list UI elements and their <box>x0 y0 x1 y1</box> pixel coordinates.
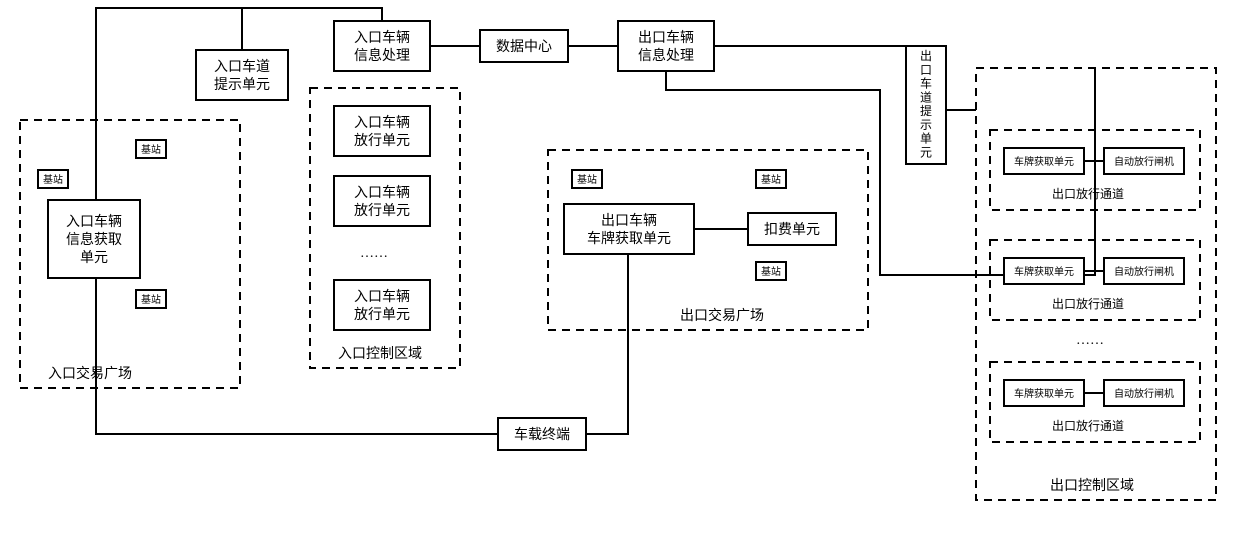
node-text-exit_lane_hint-5: 示 <box>920 118 932 132</box>
node-text-exit_lane_hint-0: 出 <box>920 49 932 63</box>
node-text-exit_ch3_b-0: 自动放行闸机 <box>1114 387 1174 400</box>
node-text-entry_release_1-0: 入口车辆 <box>354 114 410 131</box>
node-text-data_center-0: 数据中心 <box>496 39 552 55</box>
node-text-entry_release_2-1: 放行单元 <box>354 203 410 219</box>
node-text-jz4-0: 基站 <box>577 173 597 186</box>
node-text-entry_vehicle_info_acq-2: 单元 <box>80 250 108 266</box>
edge-12 <box>586 254 628 434</box>
group-label-entry_ctrl: 入口控制区域 <box>338 346 422 362</box>
dots-exit_ch_dots: …… <box>1076 333 1104 348</box>
group-label-exit_plaza: 出口交易广场 <box>680 307 764 324</box>
node-text-entry_info_proc-0: 入口车辆 <box>354 29 410 46</box>
nodes: 入口车辆信息处理数据中心出口车辆信息处理入口车道提示单元出口车道提示单元入口车辆… <box>38 21 1184 450</box>
node-text-entry_vehicle_info_acq-1: 信息获取 <box>66 231 122 248</box>
node-text-entry_release_3-0: 入口车辆 <box>354 288 410 305</box>
node-text-fee_unit-0: 扣费单元 <box>764 222 820 238</box>
node-text-jz2-0: 基站 <box>141 143 161 156</box>
node-text-entry_release_3-1: 放行单元 <box>354 307 410 323</box>
node-text-entry_info_proc-1: 信息处理 <box>354 47 410 64</box>
group-label-exit_ctrl: 出口控制区域 <box>1050 478 1134 494</box>
node-text-exit_lane_hint-4: 提 <box>920 103 932 118</box>
label-exit_ch3_label: 出口放行通道 <box>1052 418 1124 433</box>
node-text-exit_ch3_a-0: 车牌获取单元 <box>1014 387 1074 400</box>
label-exit_ch2_label: 出口放行通道 <box>1052 296 1124 311</box>
node-text-jz5-0: 基站 <box>761 173 781 186</box>
node-text-exit_lane_hint-1: 口 <box>920 63 932 77</box>
node-text-exit_ch2_b-0: 自动放行闸机 <box>1114 265 1174 278</box>
node-text-exit_plate_acq-0: 出口车辆 <box>601 212 657 229</box>
node-text-exit_ch1_a-0: 车牌获取单元 <box>1014 155 1074 168</box>
dots-entry_release_dots: …… <box>360 246 388 261</box>
node-text-obu-0: 车载终端 <box>514 426 570 443</box>
node-text-exit_info_proc-1: 信息处理 <box>638 47 694 64</box>
node-text-exit_ch1_b-0: 自动放行闸机 <box>1114 155 1174 168</box>
node-text-jz6-0: 基站 <box>761 265 781 278</box>
node-text-exit_lane_hint-3: 道 <box>920 90 932 104</box>
node-text-exit_info_proc-0: 出口车辆 <box>638 29 694 46</box>
node-text-exit_plate_acq-1: 车牌获取单元 <box>587 230 671 247</box>
node-text-exit_lane_hint-7: 元 <box>920 145 932 159</box>
node-text-exit_lane_hint-6: 单 <box>920 132 932 146</box>
node-text-entry_lane_hint-1: 提示单元 <box>214 77 270 93</box>
node-text-exit_lane_hint-2: 车 <box>920 76 932 91</box>
node-text-entry_lane_hint-0: 入口车道 <box>214 58 270 75</box>
node-text-entry_vehicle_info_acq-0: 入口车辆 <box>66 213 122 230</box>
node-text-entry_release_2-0: 入口车辆 <box>354 184 410 201</box>
label-exit_ch1_label: 出口放行通道 <box>1052 186 1124 201</box>
node-text-jz1-0: 基站 <box>43 173 63 186</box>
node-text-entry_release_1-1: 放行单元 <box>354 133 410 149</box>
node-text-jz3-0: 基站 <box>141 293 161 306</box>
group-label-entry_plaza: 入口交易广场 <box>48 365 132 382</box>
node-text-exit_ch2_a-0: 车牌获取单元 <box>1014 265 1074 278</box>
